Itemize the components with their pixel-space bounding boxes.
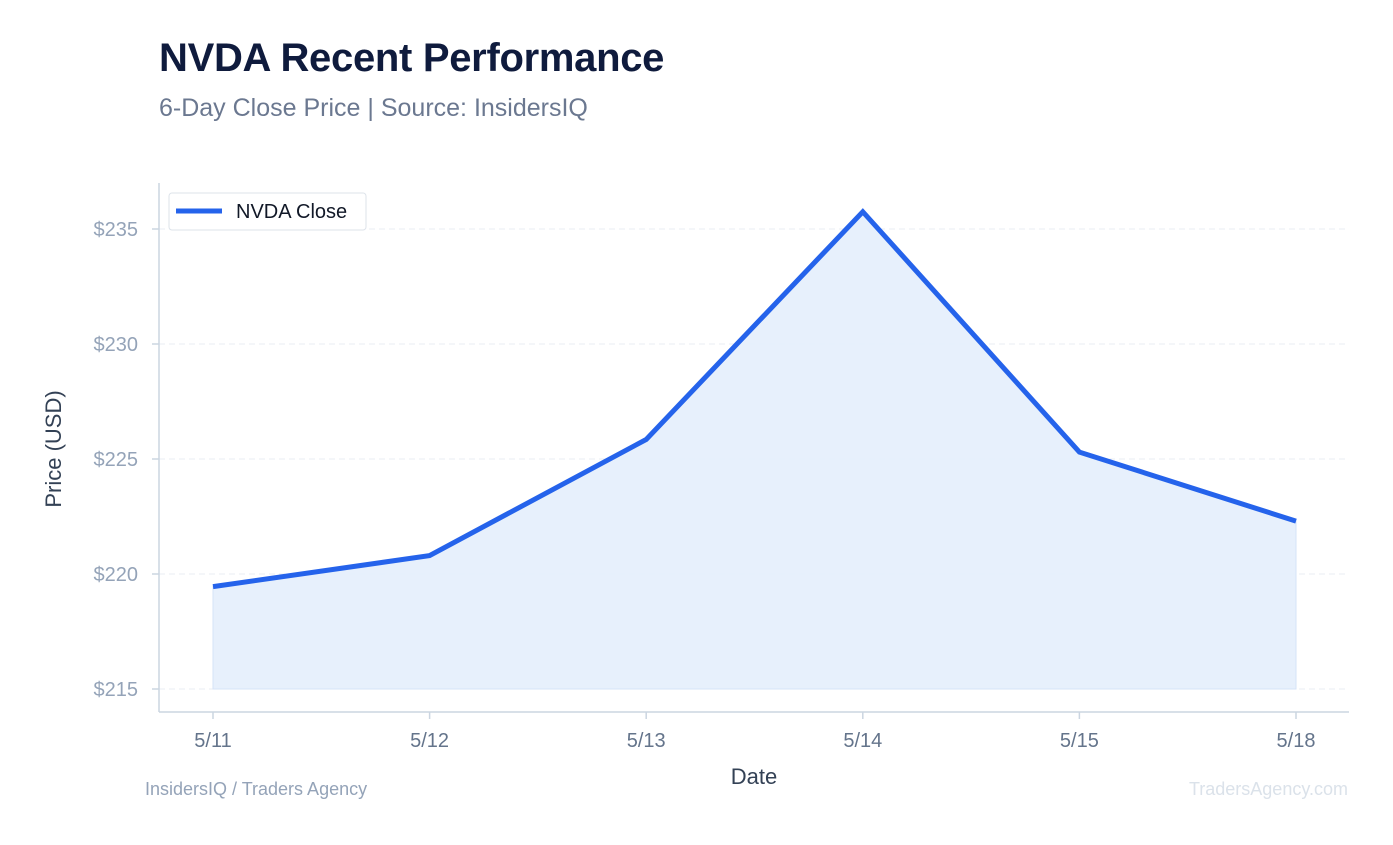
footer-website: TradersAgency.com (1188, 779, 1348, 799)
x-axis-label: Date (731, 764, 777, 789)
x-tick-label-1: 5/12 (410, 730, 449, 752)
chart-subtitle: 6-Day Close Price | Source: InsidersIQ (159, 94, 588, 122)
y-tick-label-1: $220 (94, 564, 139, 586)
x-tick-label-2: 5/13 (627, 730, 666, 752)
legend: NVDA Close (168, 192, 367, 231)
y-tick-label-4: $235 (94, 219, 139, 241)
x-tick-label-4: 5/15 (1060, 730, 1099, 752)
x-tick-label-0: 5/11 (194, 730, 231, 752)
x-tick-labels: 5/11 5/12 5/13 5/14 5/15 5/18 (194, 730, 1315, 752)
y-tick-label-0: $215 (94, 679, 139, 701)
area-fill (212, 211, 1297, 690)
x-tick-label-5: 5/18 (1277, 730, 1316, 752)
y-tick-labels: $215 $220 $225 $230 $235 (94, 219, 139, 701)
y-tick-label-3: $230 (94, 334, 139, 356)
legend-label-nvda-close: NVDA Close (236, 201, 347, 223)
axes (152, 183, 1349, 719)
y-tick-label-2: $225 (94, 449, 139, 471)
series-line-nvda-close (212, 208, 1297, 590)
legend-box (168, 192, 367, 231)
x-tick-label-3: 5/14 (843, 730, 882, 752)
chart-title: NVDA Recent Performance (159, 36, 665, 80)
y-axis-label: Price (USD) (41, 390, 66, 507)
footer-credit: InsidersIQ / Traders Agency (145, 779, 368, 799)
